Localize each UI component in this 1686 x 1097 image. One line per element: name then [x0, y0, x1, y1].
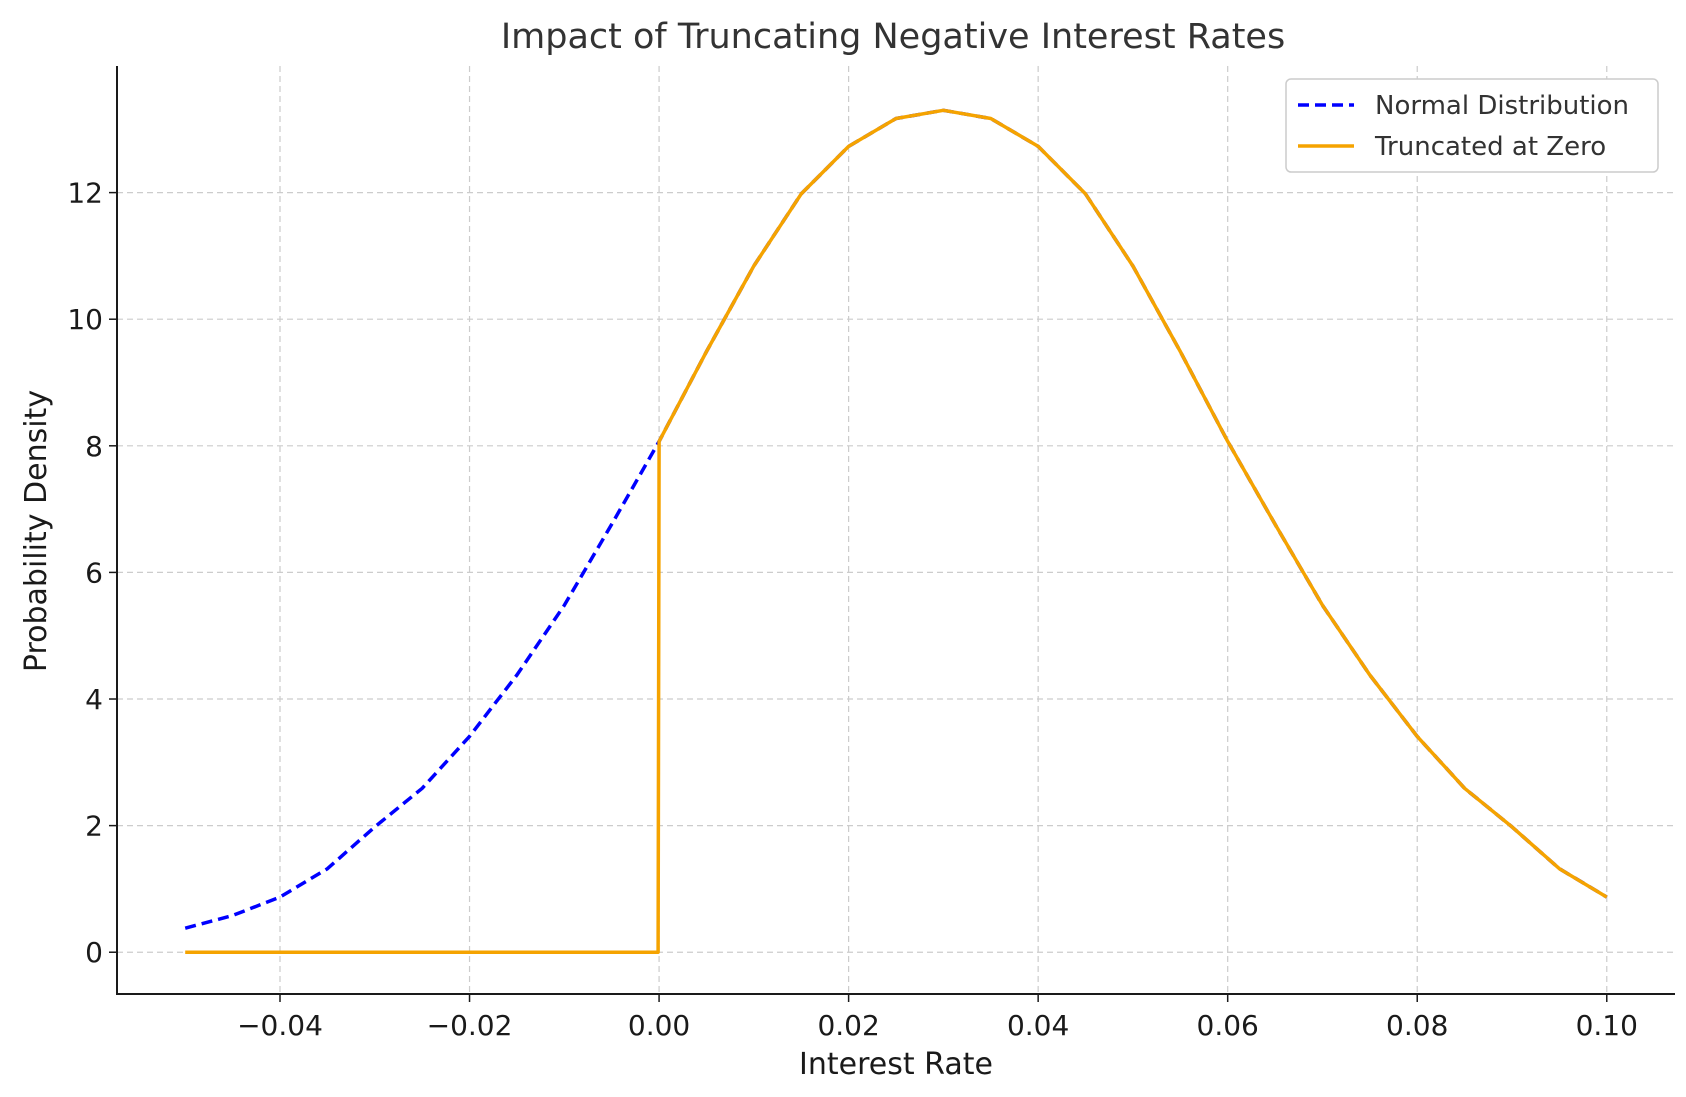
y-tick-label: 0	[85, 936, 103, 969]
y-axis-label: Probability Density	[19, 390, 54, 672]
y-tick-label: 12	[67, 177, 103, 210]
y-tick-label: 2	[85, 810, 103, 843]
legend-label-truncated: Truncated at Zero	[1374, 132, 1606, 162]
series-line-truncated-at-zero	[185, 108, 1608, 954]
y-tick-label: 4	[85, 683, 103, 716]
x-tick-label: 0.04	[1007, 1009, 1069, 1042]
legend: Normal Distribution Truncated at Zero	[1285, 78, 1659, 173]
x-tick-label: 0.06	[1197, 1009, 1259, 1042]
x-tick-label: 0.08	[1386, 1009, 1448, 1042]
plot-series	[184, 108, 1608, 954]
x-axis-label: Interest Rate	[799, 1047, 993, 1082]
legend-label-normal: Normal Distribution	[1375, 91, 1629, 121]
chart-title: Impact of Truncating Negative Interest R…	[501, 17, 1285, 57]
x-tick-label: 0.02	[817, 1009, 879, 1042]
x-tick-label: −0.02	[427, 1009, 513, 1042]
y-tick-label: 6	[85, 556, 103, 589]
legend-box	[1285, 78, 1659, 173]
x-tick-label: −0.04	[237, 1009, 323, 1042]
y-axis-ticks: 0 2 4 6 8 10 12	[67, 177, 117, 969]
x-tick-label: 0.10	[1576, 1009, 1638, 1042]
x-axis-ticks: −0.04 −0.02 0.00 0.02 0.04 0.06 0.08 0.10	[237, 994, 1638, 1042]
y-tick-label: 10	[67, 303, 103, 336]
y-tick-label: 8	[85, 430, 103, 463]
x-tick-label: 0.00	[628, 1009, 690, 1042]
